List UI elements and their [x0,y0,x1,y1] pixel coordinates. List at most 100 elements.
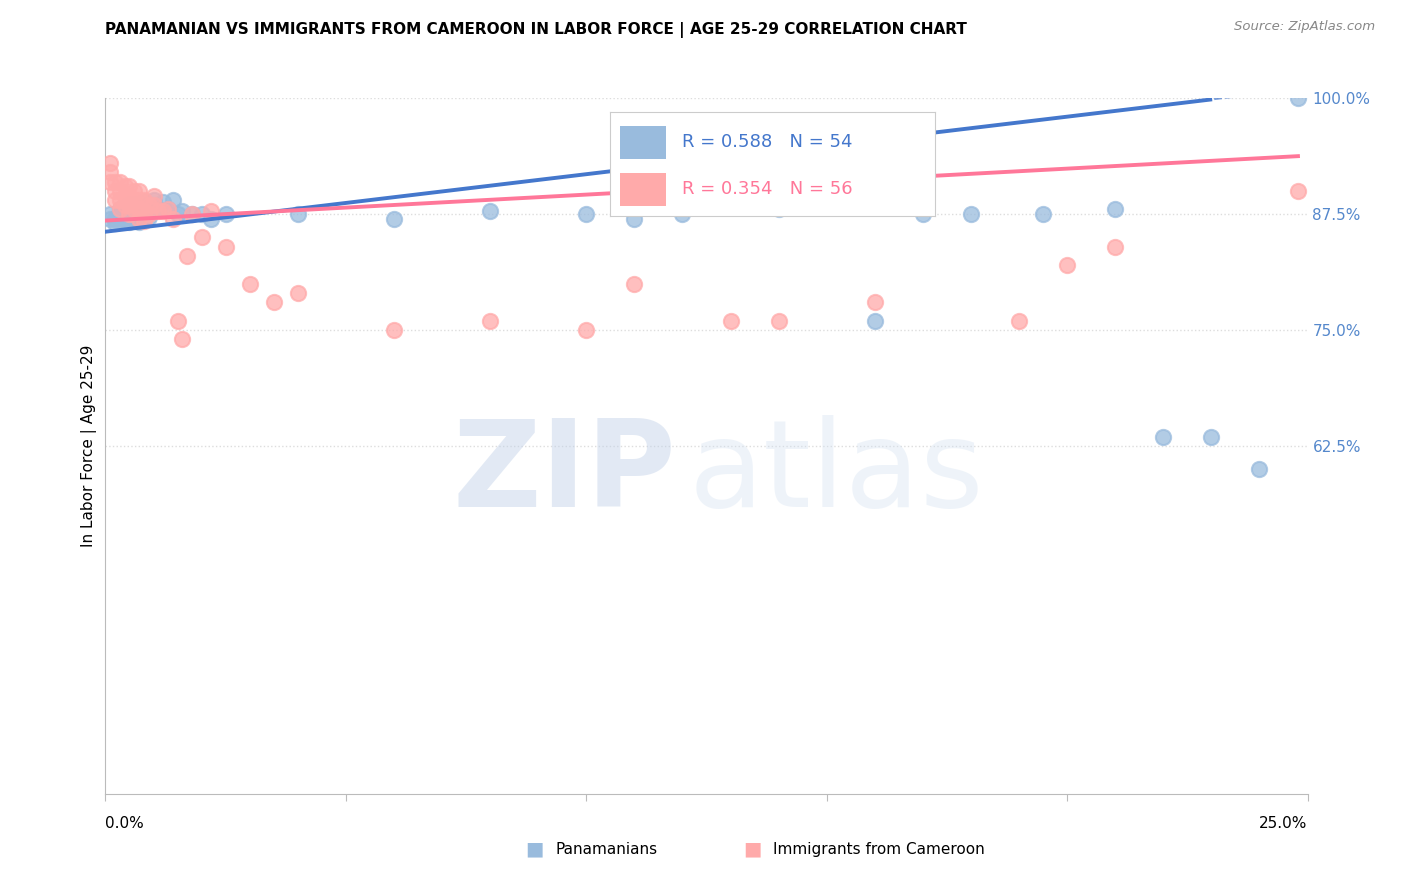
Point [118,215,141,229]
Point [200,211,222,226]
Point [118,198,141,212]
Point [148,202,170,217]
Point [142,188,165,202]
Point [124,202,146,217]
Point [114,201,136,215]
Point [114,198,136,212]
Point [152,194,174,209]
Point [960,207,983,221]
Point [104,184,127,198]
Point [128,215,150,229]
Text: PANAMANIAN VS IMMIGRANTS FROM CAMEROON IN LABOR FORCE | AGE 25-29 CORRELATION CH: PANAMANIAN VS IMMIGRANTS FROM CAMEROON I… [105,22,967,38]
Text: Panamanians: Panamanians [555,842,658,856]
Point [124,204,146,219]
Point [1032,207,1054,221]
Point [104,216,127,230]
Point [98,207,121,221]
Point [124,193,146,207]
Text: ■: ■ [742,839,762,859]
Point [1152,430,1174,444]
Point [114,206,136,220]
Point [287,207,309,221]
Point [128,198,150,212]
Point [190,207,212,221]
Text: 0.0%: 0.0% [105,816,145,831]
Point [132,210,155,224]
Point [132,193,155,207]
Point [263,295,285,310]
Point [108,184,131,198]
Point [287,285,309,300]
Point [108,211,131,226]
Point [142,193,165,207]
Point [108,193,131,207]
Point [118,207,141,221]
Point [124,211,146,226]
Point [128,193,150,207]
Point [98,156,121,170]
Point [671,207,693,221]
Text: Immigrants from Cameroon: Immigrants from Cameroon [773,842,986,856]
Point [98,165,121,179]
Point [118,198,141,212]
Text: Source: ZipAtlas.com: Source: ZipAtlas.com [1234,20,1375,33]
Point [124,198,146,212]
Point [128,204,150,219]
Point [104,193,127,207]
Point [148,204,170,219]
Point [138,202,160,217]
Point [1104,202,1126,217]
Point [1008,314,1031,328]
Point [575,323,598,337]
Point [128,211,150,226]
Point [128,184,150,198]
Point [1286,91,1309,105]
Point [132,204,155,219]
Point [108,175,131,189]
Point [176,249,198,263]
Point [1286,184,1309,198]
Point [138,198,160,212]
Point [108,202,131,217]
Point [156,202,179,217]
Point [128,210,150,224]
Point [575,207,598,221]
Point [382,211,405,226]
Y-axis label: In Labor Force | Age 25-29: In Labor Force | Age 25-29 [82,345,97,547]
Point [162,211,184,226]
Point [382,323,405,337]
Point [768,314,790,328]
Point [124,184,146,198]
Point [1056,258,1078,272]
Text: ZIP: ZIP [453,416,676,533]
Point [1104,239,1126,253]
Point [166,314,188,328]
Point [98,211,121,226]
Point [1201,430,1223,444]
Point [118,204,141,219]
Point [479,204,502,219]
Text: 25.0%: 25.0% [1260,816,1308,831]
Point [104,211,127,226]
Point [114,179,136,194]
Point [114,211,136,226]
Point [181,207,204,221]
Point [768,202,790,217]
Point [156,202,179,217]
Point [863,314,886,328]
Point [132,213,155,227]
Text: atlas: atlas [689,416,984,533]
Point [142,201,165,215]
Point [104,175,127,189]
Point [114,188,136,202]
Point [190,230,212,244]
Point [118,179,141,194]
Point [172,204,194,219]
Point [214,239,236,253]
Point [479,314,502,328]
Point [214,207,236,221]
Point [118,188,141,202]
Point [911,207,934,221]
Point [162,193,184,207]
Point [128,202,150,217]
